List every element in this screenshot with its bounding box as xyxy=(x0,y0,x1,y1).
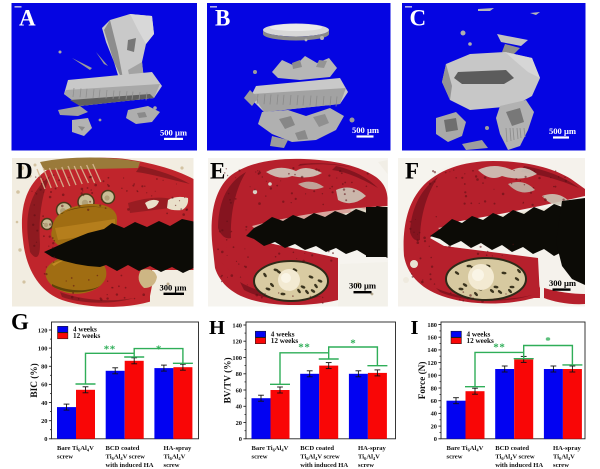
svg-text:**: ** xyxy=(493,342,505,354)
svg-text:BCD coated: BCD coated xyxy=(106,445,140,452)
svg-text:Force (N): Force (N) xyxy=(417,362,428,400)
svg-text:screw: screw xyxy=(553,462,569,469)
svg-text:60: 60 xyxy=(236,387,242,394)
svg-text:Ti6Al4V: Ti6Al4V xyxy=(553,454,575,461)
svg-text:Bare Ti6Al4V: Bare Ti6Al4V xyxy=(447,445,484,452)
svg-text:12 weeks: 12 weeks xyxy=(271,337,299,345)
svg-text:180: 180 xyxy=(427,322,437,329)
svg-text:100: 100 xyxy=(427,373,437,380)
svg-text:C: C xyxy=(410,6,427,31)
svg-text:with induced HA: with induced HA xyxy=(495,462,543,469)
svg-text:120: 120 xyxy=(38,327,48,334)
svg-text:300 μm: 300 μm xyxy=(159,283,187,293)
svg-text:100: 100 xyxy=(232,355,242,362)
svg-text:screw: screw xyxy=(358,462,374,469)
svg-text:4 weeks: 4 weeks xyxy=(467,330,491,338)
svg-text:HA-spray: HA-spray xyxy=(164,445,193,452)
svg-text:HA-spray: HA-spray xyxy=(553,445,582,452)
svg-text:*: * xyxy=(545,335,551,347)
svg-text:BV/TV (%): BV/TV (%) xyxy=(223,357,234,403)
svg-text:40: 40 xyxy=(236,404,242,411)
svg-text:120: 120 xyxy=(427,360,437,367)
svg-text:20: 20 xyxy=(236,420,242,427)
svg-text:H: H xyxy=(209,317,225,339)
svg-text:40: 40 xyxy=(41,400,47,407)
svg-text:BCD coated: BCD coated xyxy=(300,445,334,452)
svg-text:12 weeks: 12 weeks xyxy=(73,332,101,340)
svg-text:80: 80 xyxy=(431,385,437,392)
svg-text:D: D xyxy=(16,159,33,184)
svg-text:Ti6Al4V: Ti6Al4V xyxy=(164,454,186,461)
svg-text:300 μm: 300 μm xyxy=(549,278,577,288)
svg-text:500 μm: 500 μm xyxy=(352,125,380,135)
svg-text:with induced HA: with induced HA xyxy=(106,462,154,469)
svg-text:0: 0 xyxy=(434,436,437,443)
svg-text:0: 0 xyxy=(239,436,242,443)
svg-text:screw: screw xyxy=(447,454,463,461)
svg-text:140: 140 xyxy=(232,322,242,329)
svg-text:Ti6Al4V screw: Ti6Al4V screw xyxy=(300,454,340,461)
svg-text:60: 60 xyxy=(41,382,47,389)
svg-text:12 weeks: 12 weeks xyxy=(467,337,495,345)
svg-text:BCD coated: BCD coated xyxy=(495,445,529,452)
svg-text:20: 20 xyxy=(431,423,437,430)
svg-text:Ti6Al4V screw: Ti6Al4V screw xyxy=(495,454,535,461)
svg-text:screw: screw xyxy=(57,454,73,461)
svg-text:Bare Ti6Al4V: Bare Ti6Al4V xyxy=(252,445,289,452)
svg-text:Ti6Al4V screw: Ti6Al4V screw xyxy=(106,454,146,461)
svg-text:*: * xyxy=(156,344,162,356)
svg-text:**: ** xyxy=(298,342,310,354)
svg-text:**: ** xyxy=(104,344,116,356)
svg-text:4 weeks: 4 weeks xyxy=(73,326,97,334)
svg-text:20: 20 xyxy=(41,418,47,425)
svg-text:Bare Ti6Al4V: Bare Ti6Al4V xyxy=(57,445,94,452)
svg-text:screw: screw xyxy=(164,462,180,469)
svg-text:HA-spray: HA-spray xyxy=(358,445,387,452)
svg-text:*: * xyxy=(350,338,356,350)
svg-text:Ti6Al4V: Ti6Al4V xyxy=(358,454,380,461)
svg-text:0: 0 xyxy=(44,436,47,443)
svg-text:100: 100 xyxy=(38,345,48,352)
svg-text:160: 160 xyxy=(427,335,437,342)
svg-text:60: 60 xyxy=(431,398,437,405)
svg-text:I: I xyxy=(411,317,419,339)
svg-text:500 μm: 500 μm xyxy=(549,126,577,136)
svg-text:G: G xyxy=(11,310,29,335)
svg-text:300 μm: 300 μm xyxy=(349,281,377,291)
svg-text:140: 140 xyxy=(427,347,437,354)
svg-text:500 μm: 500 μm xyxy=(160,128,188,138)
svg-text:120: 120 xyxy=(232,339,242,346)
svg-text:80: 80 xyxy=(236,371,242,378)
svg-text:with induced HA: with induced HA xyxy=(300,462,348,469)
svg-text:B: B xyxy=(215,6,230,31)
svg-text:BIC (%): BIC (%) xyxy=(29,363,40,397)
svg-text:E: E xyxy=(210,159,225,184)
svg-text:A: A xyxy=(19,6,36,31)
svg-text:80: 80 xyxy=(41,364,47,371)
svg-text:F: F xyxy=(405,159,419,184)
svg-text:4 weeks: 4 weeks xyxy=(271,330,295,338)
svg-text:40: 40 xyxy=(431,411,437,418)
svg-text:screw: screw xyxy=(252,454,268,461)
